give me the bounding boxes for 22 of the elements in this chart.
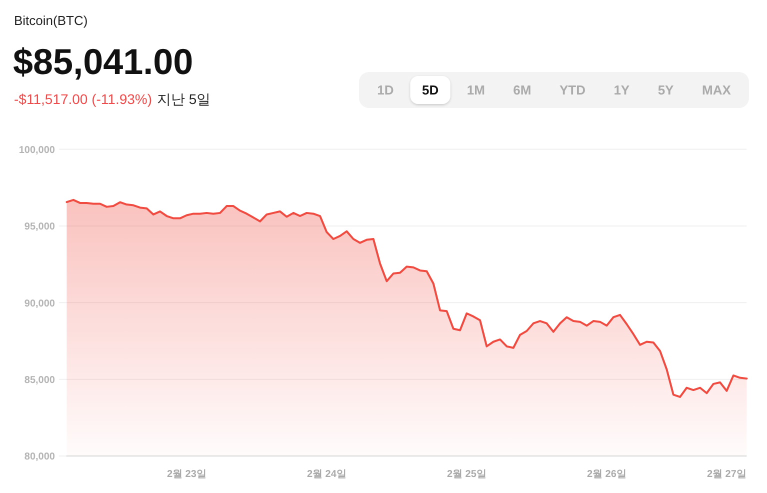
x-tick-label: 2월 23일 — [166, 469, 206, 480]
text: 1D — [377, 82, 394, 98]
text: -$11,517.00 (-11.93%) — [14, 91, 152, 107]
text: 지난 5일 — [157, 91, 211, 107]
chart-title: Bitcoin(BTC) — [14, 13, 88, 28]
text: 5Y — [658, 82, 674, 98]
x-tick-label: 2월 25일 — [446, 469, 486, 480]
y-tick-label: 90,000 — [24, 298, 56, 310]
text: 1Y — [614, 82, 630, 98]
y-tick-label: 80,000 — [24, 452, 56, 463]
text: MAX — [702, 82, 732, 98]
text: 1M — [466, 82, 485, 98]
text: YTD — [559, 82, 586, 98]
text: 5D — [422, 82, 439, 98]
text: 6M — [513, 82, 532, 98]
y-tick-label: 95,000 — [24, 222, 56, 233]
y-tick-label: 85,000 — [24, 374, 56, 386]
x-tick-label: 2월 24일 — [306, 469, 346, 480]
x-tick-label: 2월 27일 — [706, 469, 746, 480]
chart-subtitle: $85,041.00 — [13, 41, 194, 82]
y-tick-label: 100,000 — [18, 144, 56, 156]
x-tick-label: 2월 26일 — [586, 469, 626, 480]
